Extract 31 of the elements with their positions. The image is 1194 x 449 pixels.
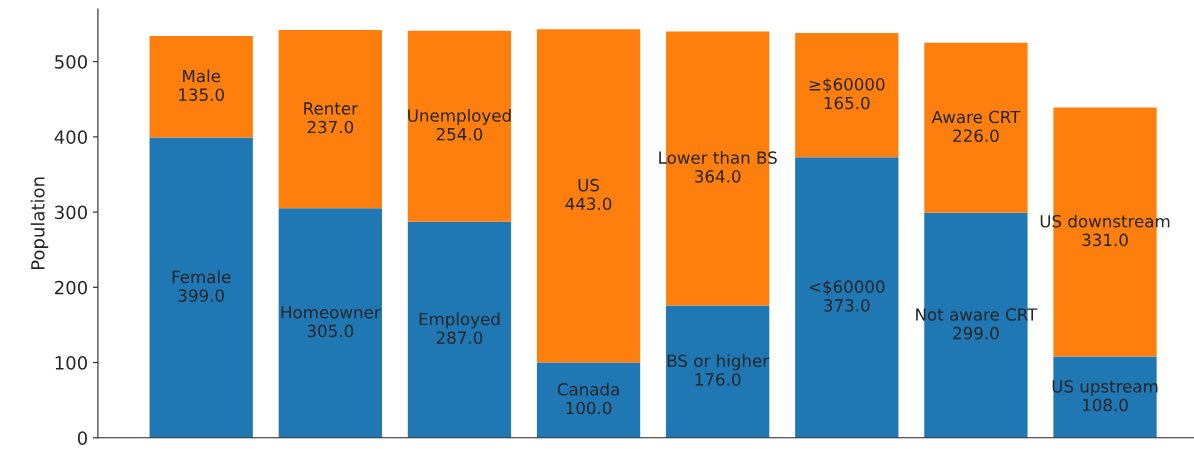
bar <box>278 208 382 438</box>
bar <box>536 362 641 438</box>
bar <box>149 137 253 438</box>
y-tick-label: 300 <box>55 205 87 220</box>
y-tick-label: 0 <box>77 431 87 445</box>
bar <box>407 221 512 438</box>
y-tick-label: 200 <box>55 280 87 295</box>
data-label: Employed 287.0 <box>419 312 500 344</box>
data-label: Homeowner 305.0 <box>281 306 381 338</box>
data-label: Unemployed 254.0 <box>408 108 511 141</box>
bar <box>924 42 1028 213</box>
data-label: US 443.0 <box>565 178 612 211</box>
bar <box>149 36 253 138</box>
y-tick-label: 500 <box>55 55 87 69</box>
data-label: BS or higher 176.0 <box>667 354 770 386</box>
bar <box>278 30 382 209</box>
data-label: ≥$60000 165.0 <box>809 77 885 110</box>
bar <box>536 29 641 363</box>
data-label: Aware CRT 226.0 <box>931 110 1021 143</box>
bar <box>407 30 512 222</box>
y-axis-title: Population <box>30 177 49 270</box>
bar <box>666 305 770 438</box>
data-label: Male 135.0 <box>179 69 224 102</box>
bar <box>795 33 899 158</box>
y-tick-label: 100 <box>55 356 87 370</box>
y-tick-label: 400 <box>54 130 87 144</box>
data-label: Renter 237.0 <box>304 102 358 134</box>
bar <box>795 157 899 438</box>
data-label: Female 399.0 <box>172 270 231 302</box>
data-label: Canada 100.0 <box>557 382 619 415</box>
data-label: <$60000 373.0 <box>809 280 885 312</box>
